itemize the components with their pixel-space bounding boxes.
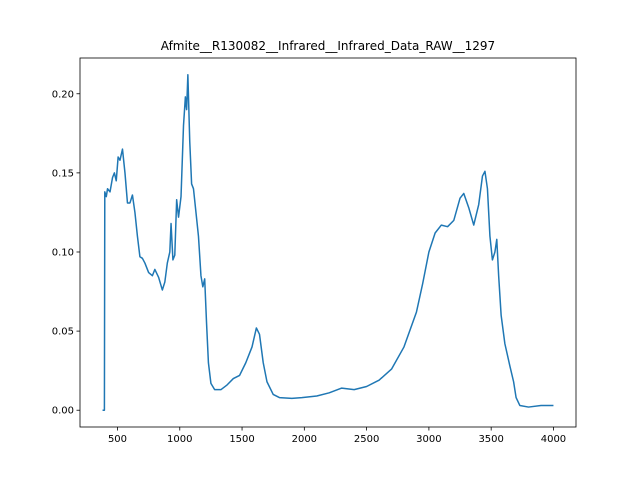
x-tick-label: 3500 — [478, 434, 503, 445]
y-tick-label: 0.10 — [52, 247, 74, 258]
x-tick-label: 4000 — [541, 434, 566, 445]
x-tick-label: 3000 — [416, 434, 441, 445]
y-tick-label: 0.15 — [52, 168, 74, 179]
x-tick-label: 2000 — [292, 434, 317, 445]
x-tick-label: 2500 — [354, 434, 379, 445]
x-tick-label: 1000 — [167, 434, 192, 445]
chart-title: Afmite__R130082__Infrared__Infrared_Data… — [161, 39, 495, 53]
y-tick-label: 0.05 — [52, 327, 74, 338]
y-tick-label: 0.00 — [52, 406, 74, 417]
plot — [102, 74, 554, 411]
x-tick-label: 1500 — [229, 434, 254, 445]
x-tick-label: 500 — [108, 434, 127, 445]
data-line — [102, 74, 554, 411]
y-tick-label: 0.20 — [52, 89, 74, 100]
axes-frame — [79, 57, 577, 428]
